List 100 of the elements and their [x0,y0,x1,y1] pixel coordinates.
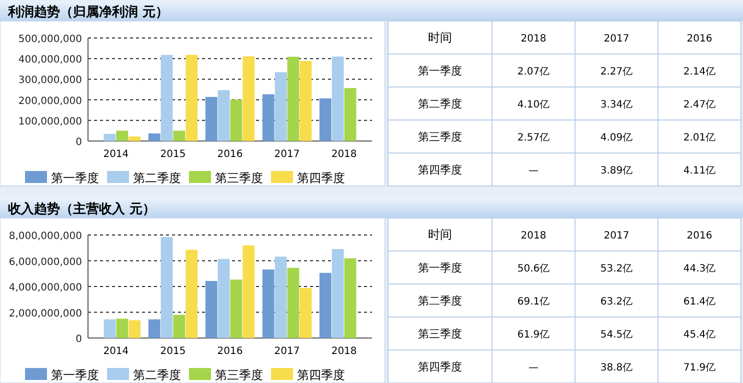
bar [287,56,300,141]
legend-label: 第二季度 [133,171,181,185]
text: 4.09亿 [600,132,633,144]
bar [186,250,198,338]
y-tick-label: 6,000,000,000 [8,256,82,268]
bar [205,280,218,338]
bar [319,272,332,338]
y-tick-label: 100,000,000 [18,116,82,128]
text: 71.9亿 [683,362,716,374]
text: 2.14亿 [683,66,716,78]
bar [230,100,242,141]
category-label: 第三季度 [418,130,462,144]
text: 2.01亿 [683,132,716,144]
category-label: 第一季度 [418,64,462,78]
category-label: 第一季度 [418,262,462,274]
bar [242,245,255,338]
chart-title: 收入趋势（主营收入 元） [8,201,156,217]
text: 53.2亿 [600,264,633,274]
bar [332,249,344,338]
category-label: 第二季度 [418,98,462,110]
text: 2.27亿 [600,66,633,78]
legend-label: 第三季度 [215,368,263,382]
legend-label: 第四季度 [297,171,345,185]
legend-label: 第三季度 [215,171,263,185]
text: 3.89亿 [600,166,633,176]
bar [148,133,160,141]
legend-label: 第四季度 [297,368,345,382]
bar [319,98,332,141]
y-tick-label: 0 [76,137,82,148]
text: 50.6亿 [517,264,550,274]
y-tick-label: 500,000,000 [18,34,82,45]
text: — [528,362,538,374]
bar [160,54,173,141]
bar [186,54,198,141]
category-label: 2017 [604,34,630,44]
x-tick-label: 2015 [160,346,186,357]
legend-label: 第二季度 [133,368,181,382]
text: 61.9亿 [517,330,550,340]
x-tick-label: 2017 [274,149,300,160]
chart-title: 利润趋势（归属净利润 元） [7,4,169,20]
bar [205,96,218,141]
category-label: 2016 [686,230,712,242]
category-label: 时间 [428,228,452,242]
bar [274,72,287,141]
category-label: 2016 [686,34,712,44]
y-tick-label: 8,000,000,000 [8,231,82,242]
bar [300,288,312,338]
bar [287,268,300,338]
category-label: 第三季度 [418,328,462,340]
y-tick-label: 400,000,000 [18,54,82,66]
x-tick-label: 2014 [103,346,129,357]
text: 54.5亿 [600,330,633,340]
text: — [528,166,538,176]
category-label: 第四季度 [418,360,462,374]
x-tick-label: 2016 [217,149,243,160]
bar [128,136,141,141]
bar [173,130,186,141]
x-tick-label: 2015 [160,149,186,160]
text: 3.34亿 [600,100,633,110]
x-tick-label: 2014 [103,149,129,160]
text: 69.1亿 [517,296,550,308]
bar [262,270,274,338]
x-tick-label: 2016 [217,346,243,357]
y-tick-label: 300,000,000 [18,75,82,86]
category-label: 第四季度 [418,164,462,176]
bar [344,258,356,338]
bar [160,236,173,338]
bar [104,319,116,338]
category-label: 第二季度 [418,294,462,308]
bar [332,56,344,141]
category-label: 2018 [520,230,546,242]
x-tick-label: 2018 [331,346,357,357]
bar [116,318,128,338]
bar [116,130,128,141]
bar [230,280,242,338]
y-tick-label: 2,000,000,000 [8,308,82,320]
y-tick-label: 4,000,000,000 [8,282,82,294]
text: 38.8亿 [600,362,633,374]
bar [148,319,160,338]
text: 4.10亿 [517,100,550,110]
category-label: 2017 [604,230,630,242]
text: 4.11亿 [683,166,716,176]
text: 44.3亿 [683,264,716,274]
text: 63.2亿 [600,296,633,308]
bar [274,256,287,338]
bar [344,88,356,141]
legend-label: 第一季度 [51,368,99,382]
text: 61.4亿 [683,296,716,308]
text: 45.4亿 [683,330,716,340]
legend-label: 第一季度 [51,171,99,185]
text: 2.57亿 [517,132,550,144]
text: 2.47亿 [683,100,716,110]
y-tick-label: 200,000,000 [18,96,82,107]
x-tick-label: 2018 [331,149,357,160]
category-label: 时间 [428,30,452,44]
bar [173,314,186,338]
bar [218,90,230,141]
bar [242,56,255,141]
bar [300,60,312,141]
bar [128,320,141,338]
